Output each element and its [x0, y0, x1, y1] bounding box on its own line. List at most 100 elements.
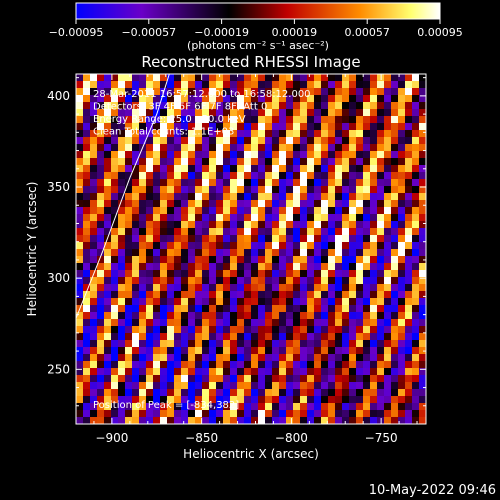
heatmap-cell — [216, 340, 224, 348]
heatmap-cell — [405, 242, 413, 250]
heatmap-cell — [216, 193, 224, 201]
heatmap-cell — [167, 242, 175, 250]
heatmap-cell — [160, 151, 168, 159]
heatmap-cell — [391, 158, 399, 166]
heatmap-cell — [195, 396, 203, 404]
heatmap-cell — [146, 130, 154, 138]
heatmap-cell — [111, 130, 119, 138]
heatmap-cell — [377, 158, 385, 166]
heatmap-cell — [167, 214, 175, 222]
heatmap-cell — [223, 361, 231, 369]
heatmap-cell — [118, 109, 126, 117]
heatmap-cell — [209, 109, 217, 117]
heatmap-cell — [160, 81, 168, 89]
heatmap-cell — [370, 74, 378, 82]
heatmap-cell — [104, 375, 112, 383]
heatmap-cell — [181, 263, 189, 271]
heatmap-cell — [244, 200, 252, 208]
heatmap-cell — [223, 291, 231, 299]
heatmap-cell — [321, 179, 329, 187]
heatmap-cell — [384, 382, 392, 390]
heatmap-cell — [398, 200, 406, 208]
heatmap-cell — [76, 417, 84, 424]
heatmap-cell — [160, 109, 168, 117]
heatmap-cell — [223, 403, 231, 411]
heatmap-cell — [111, 340, 119, 348]
heatmap-cell — [258, 368, 266, 376]
heatmap-cell — [335, 340, 343, 348]
heatmap-cell — [216, 410, 224, 418]
heatmap-cell — [251, 389, 259, 397]
heatmap-cell — [258, 312, 266, 320]
heatmap-cell — [153, 396, 161, 404]
heatmap-cell — [251, 179, 259, 187]
heatmap-cell — [195, 354, 203, 362]
heatmap-cell — [90, 277, 98, 285]
heatmap-cell — [167, 270, 175, 278]
heatmap-cell — [111, 81, 119, 89]
heatmap-cell — [223, 410, 231, 418]
heatmap-cell — [223, 270, 231, 278]
heatmap-cell — [356, 375, 364, 383]
heatmap-cell — [230, 186, 238, 194]
heatmap-cell — [125, 123, 133, 131]
heatmap-cell — [153, 158, 161, 166]
heatmap-cell — [153, 270, 161, 278]
heatmap-cell — [202, 368, 210, 376]
heatmap-cell — [265, 403, 273, 411]
heatmap-cell — [97, 116, 105, 124]
heatmap-cell — [153, 137, 161, 145]
heatmap-cell — [342, 249, 350, 257]
heatmap-cell — [237, 200, 245, 208]
heatmap-cell — [76, 158, 84, 166]
heatmap-cell — [419, 354, 426, 362]
heatmap-cell — [104, 340, 112, 348]
heatmap-cell — [181, 109, 189, 117]
heatmap-cell — [342, 207, 350, 215]
heatmap-cell — [139, 193, 147, 201]
heatmap-cell — [377, 186, 385, 194]
heatmap-cell — [167, 179, 175, 187]
heatmap-cell — [209, 347, 217, 355]
heatmap-cell — [174, 172, 182, 180]
heatmap-cell — [265, 270, 273, 278]
heatmap-cell — [90, 396, 98, 404]
heatmap-cell — [216, 95, 224, 103]
heatmap-cell — [111, 193, 119, 201]
heatmap-cell — [104, 144, 112, 152]
heatmap-cell — [111, 263, 119, 271]
heatmap-cell — [111, 347, 119, 355]
heatmap-cell — [384, 410, 392, 418]
heatmap-cell — [181, 88, 189, 96]
heatmap-cell — [349, 305, 357, 313]
heatmap-cell — [223, 228, 231, 236]
heatmap-cell — [356, 249, 364, 257]
heatmap-cell — [209, 284, 217, 292]
heatmap-cell — [146, 116, 154, 124]
heatmap-cell — [132, 410, 140, 418]
heatmap-cell — [223, 158, 231, 166]
heatmap-cell — [111, 95, 119, 103]
heatmap-cell — [97, 193, 105, 201]
heatmap-cell — [321, 298, 329, 306]
heatmap-cell — [139, 130, 147, 138]
heatmap-cell — [356, 144, 364, 152]
heatmap-cell — [223, 193, 231, 201]
heatmap-cell — [83, 214, 91, 222]
heatmap-cell — [244, 396, 252, 404]
heatmap-cell — [216, 354, 224, 362]
heatmap-cell — [76, 291, 84, 299]
heatmap-cell — [83, 410, 91, 418]
heatmap-cell — [363, 151, 371, 159]
heatmap-cell — [195, 200, 203, 208]
heatmap-cell — [314, 417, 322, 424]
heatmap-cell — [293, 298, 301, 306]
heatmap-cell — [132, 270, 140, 278]
heatmap-cell — [209, 291, 217, 299]
heatmap-cell — [230, 347, 238, 355]
heatmap-cell — [195, 151, 203, 159]
heatmap-cell — [83, 228, 91, 236]
heatmap-cell — [405, 172, 413, 180]
heatmap-cell — [405, 200, 413, 208]
heatmap-cell — [90, 305, 98, 313]
